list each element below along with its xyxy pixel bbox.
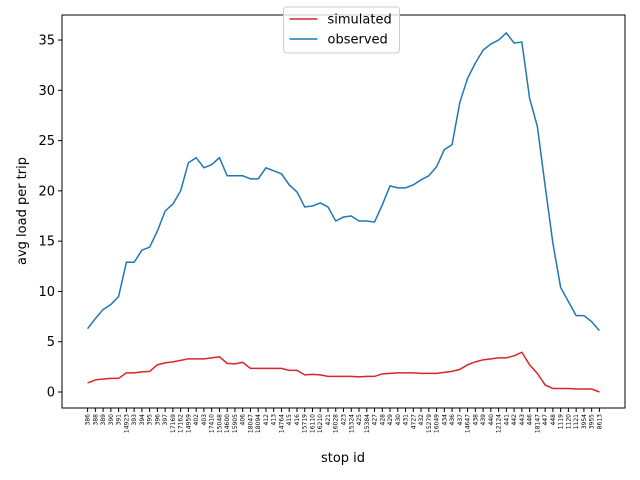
x-tick-label: 17162 bbox=[178, 414, 185, 433]
x-tick-label: 1120 bbox=[565, 414, 572, 429]
x-tick-label: 406 bbox=[240, 414, 247, 426]
x-tick-label: 415 bbox=[286, 414, 293, 426]
x-tick-label: 1121 bbox=[573, 414, 580, 429]
x-tick-label: 403 bbox=[201, 414, 208, 426]
x-tick-label: 3954 bbox=[581, 414, 588, 429]
x-tick-label: 412 bbox=[263, 414, 270, 426]
y-tick-label: 10 bbox=[38, 285, 55, 300]
legend-label: observed bbox=[328, 33, 388, 48]
x-tick-label: 397 bbox=[162, 414, 169, 426]
x-tick-label: 16210 bbox=[317, 414, 324, 433]
x-tick-label: 388 bbox=[92, 414, 99, 426]
x-tick-label: 8613 bbox=[596, 414, 603, 429]
x-tick-label: 1119 bbox=[558, 414, 565, 429]
x-tick-label: 16049 bbox=[434, 414, 441, 433]
x-tick-label: 15384 bbox=[364, 414, 371, 433]
x-tick-label: 18094 bbox=[255, 414, 262, 433]
x-tick-label: 442 bbox=[511, 414, 518, 426]
x-tick-label: 393 bbox=[131, 414, 138, 426]
legend-label: simulated bbox=[328, 13, 392, 28]
x-tick-label: 390 bbox=[108, 414, 115, 426]
x-tick-label: 394 bbox=[139, 414, 146, 426]
y-tick-label: 0 bbox=[47, 386, 55, 401]
x-tick-label: 440 bbox=[488, 414, 495, 426]
x-tick-label: 14959 bbox=[185, 414, 192, 433]
x-tick-label: 16110 bbox=[309, 414, 316, 433]
x-tick-label: 431 bbox=[403, 414, 410, 426]
legend: simulated observed bbox=[283, 6, 400, 54]
y-tick-label: 20 bbox=[38, 184, 55, 199]
x-tick-label: 428 bbox=[379, 414, 386, 426]
x-tick-label: 396 bbox=[154, 414, 161, 426]
x-tick-label: 441 bbox=[503, 414, 510, 426]
line-series bbox=[87, 351, 600, 393]
x-tick-label: 395 bbox=[147, 414, 154, 426]
x-tick-label: 15719 bbox=[302, 414, 309, 433]
x-tick-label: 17410 bbox=[209, 414, 216, 433]
x-tick-label: 15905 bbox=[232, 414, 239, 433]
y-tick-label: 5 bbox=[47, 335, 55, 350]
x-tick-label: 447 bbox=[542, 414, 549, 426]
x-tick-label: 15324 bbox=[348, 414, 355, 433]
line-series bbox=[86, 31, 600, 332]
x-tick-label: 391 bbox=[116, 414, 123, 426]
x-tick-label: 389 bbox=[100, 414, 107, 426]
x-tick-label: 429 bbox=[387, 414, 394, 426]
x-tick-label: 421 bbox=[325, 414, 332, 426]
x-tick-label: 438 bbox=[472, 414, 479, 426]
x-tick-label: 15279 bbox=[426, 414, 433, 433]
x-tick-label: 3955 bbox=[589, 414, 596, 429]
x-tick-label: 12124 bbox=[496, 414, 503, 433]
x-tick-label: 386 bbox=[85, 414, 92, 426]
x-tick-label: 436 bbox=[449, 414, 456, 426]
x-tick-label: 427 bbox=[372, 414, 379, 426]
x-tick-label: 402 bbox=[193, 414, 200, 426]
x-tick-label: 16028 bbox=[333, 414, 340, 433]
y-tick-label: 30 bbox=[38, 84, 55, 99]
x-tick-label: 14647 bbox=[465, 414, 472, 433]
x-tick-label: 432 bbox=[418, 414, 425, 426]
x-tick-label: 446 bbox=[527, 414, 534, 426]
x-tick-label: 14764 bbox=[278, 414, 285, 433]
x-axis-label: stop id bbox=[321, 451, 365, 466]
y-axis-label: avg load per trip bbox=[15, 157, 30, 265]
y-tick-label: 25 bbox=[38, 134, 55, 149]
x-tick-label: 439 bbox=[480, 414, 487, 426]
plot-frame bbox=[61, 14, 626, 409]
x-tick-label: 4727 bbox=[410, 414, 417, 429]
x-tick-label: 423 bbox=[341, 414, 348, 426]
x-tick-label: 437 bbox=[457, 414, 464, 426]
y-tick-label: 35 bbox=[38, 34, 55, 49]
x-tick-label: 14600 bbox=[224, 414, 231, 433]
x-tick-label: 15048 bbox=[216, 414, 223, 433]
x-tick-label: 430 bbox=[395, 414, 402, 426]
y-tick-label: 15 bbox=[38, 235, 55, 250]
x-tick-label: 448 bbox=[550, 414, 557, 426]
x-tick-label: 416 bbox=[294, 414, 301, 426]
x-tick-label: 413 bbox=[271, 414, 278, 426]
x-tick-label: 443 bbox=[519, 414, 526, 426]
x-tick-label: 18147 bbox=[534, 414, 541, 433]
x-tick-label: 14923 bbox=[123, 414, 130, 433]
x-tick-label: 17169 bbox=[170, 414, 177, 433]
x-tick-label: 425 bbox=[356, 414, 363, 426]
x-tick-label: 18047 bbox=[247, 414, 254, 433]
x-tick-label: 434 bbox=[441, 414, 448, 426]
